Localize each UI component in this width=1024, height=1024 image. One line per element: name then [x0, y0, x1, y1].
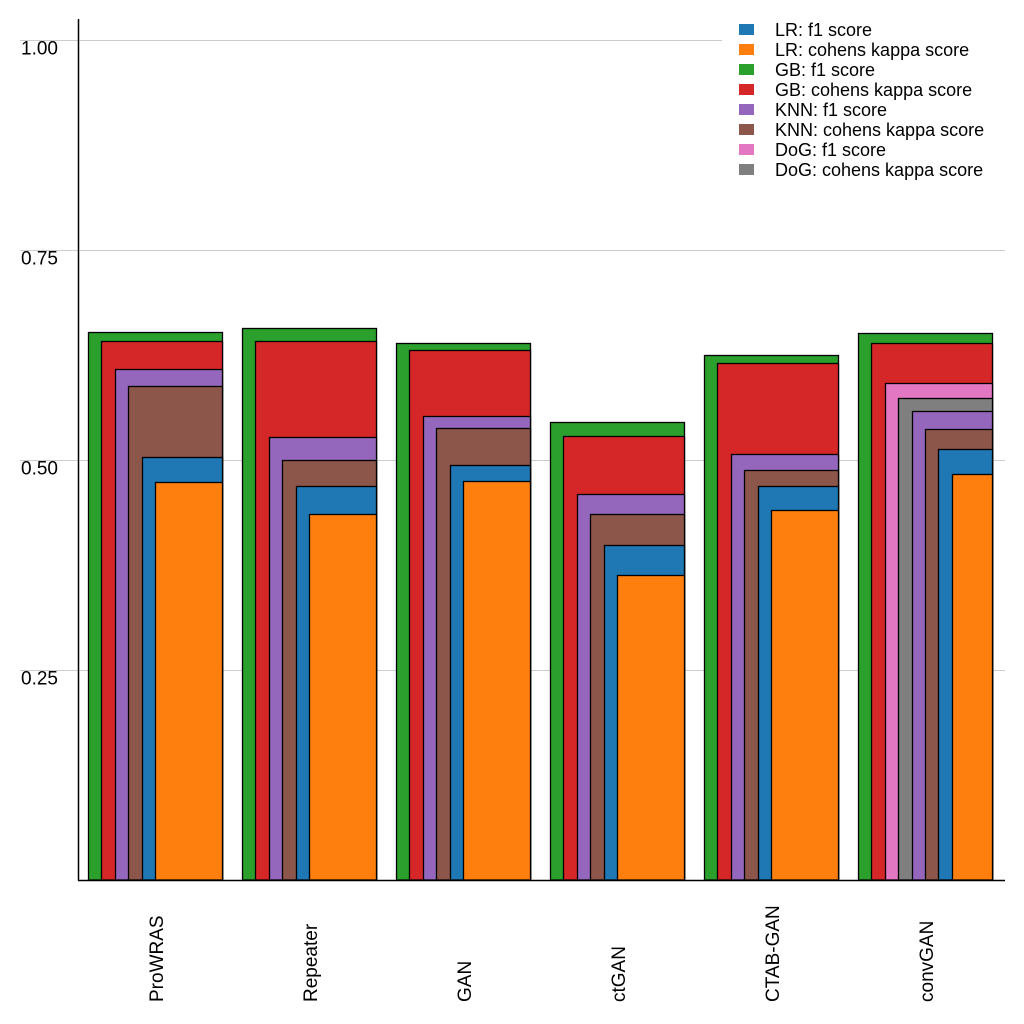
y-tick-label: 0.25: [21, 669, 58, 690]
bar-lr-cohens-kappa-score-gan: [462, 480, 532, 881]
legend-swatch: [739, 44, 754, 55]
legend-item: DoG: cohens kappa score: [739, 160, 983, 180]
y-tick-label: 1.00: [21, 39, 58, 60]
x-tick-label: GAN: [455, 961, 476, 1002]
bar-group-prowras: [87, 331, 224, 881]
bar-group-convgan: [857, 332, 994, 881]
bar-group-repeater: [241, 327, 378, 881]
legend-label: GB: f1 score: [775, 60, 875, 80]
bar-lr-cohens-kappa-score-ctab-gan: [770, 509, 840, 881]
y-tick-labels: 0.25 0.50 0.75 1.00: [21, 39, 58, 690]
bar-group-ctab-gan: [703, 354, 840, 881]
bar-lr-cohens-kappa-score-prowras: [154, 481, 224, 881]
x-tick-labels: ProWRAS Repeater GAN ctGAN CTAB-GAN convGAN: [147, 905, 938, 1002]
axes: [77, 19, 1005, 882]
legend-item: LR: f1 score: [739, 20, 872, 40]
bar-lr-cohens-kappa-score-ctgan: [616, 574, 686, 881]
legend-label: LR: cohens kappa score: [775, 40, 969, 60]
legend-item: DoG: f1 score: [739, 140, 886, 160]
legend-item: KNN: f1 score: [739, 100, 887, 120]
legend-background: [722, 18, 1012, 184]
legend-item: GB: f1 score: [739, 60, 875, 80]
legend-item: LR: cohens kappa score: [739, 40, 969, 60]
x-tick-label: Repeater: [301, 923, 322, 1002]
x-tick-label: convGAN: [917, 921, 938, 1002]
legend-label: DoG: cohens kappa score: [775, 160, 983, 180]
x-tick-label: ctGAN: [609, 946, 630, 1002]
y-tick-label: 0.50: [21, 459, 58, 480]
x-tick-label: ProWRAS: [147, 915, 168, 1002]
bar-lr-cohens-kappa-score-convgan: [951, 473, 994, 881]
legend-label: KNN: f1 score: [775, 100, 887, 120]
legend-swatch: [739, 124, 754, 135]
legend-item: KNN: cohens kappa score: [739, 120, 984, 140]
legend-swatch: [739, 104, 754, 115]
legend-label: KNN: cohens kappa score: [775, 120, 984, 140]
legend-swatch: [739, 24, 754, 35]
x-tick-label: CTAB-GAN: [763, 905, 784, 1002]
legend-swatch: [739, 64, 754, 75]
bars: [87, 327, 994, 881]
bar-group-gan: [395, 342, 532, 881]
y-tick-label: 0.75: [21, 249, 58, 270]
legend-swatch: [739, 84, 754, 95]
legend-label: LR: f1 score: [775, 20, 872, 40]
bar-lr-cohens-kappa-score-repeater: [308, 513, 378, 881]
legend-swatch: [739, 164, 754, 175]
bar-group-ctgan: [549, 421, 686, 881]
legend-swatch: [739, 144, 754, 155]
legend-label: GB: cohens kappa score: [775, 80, 972, 100]
legend-item: GB: cohens kappa score: [739, 80, 972, 100]
legend-label: DoG: f1 score: [775, 140, 886, 160]
